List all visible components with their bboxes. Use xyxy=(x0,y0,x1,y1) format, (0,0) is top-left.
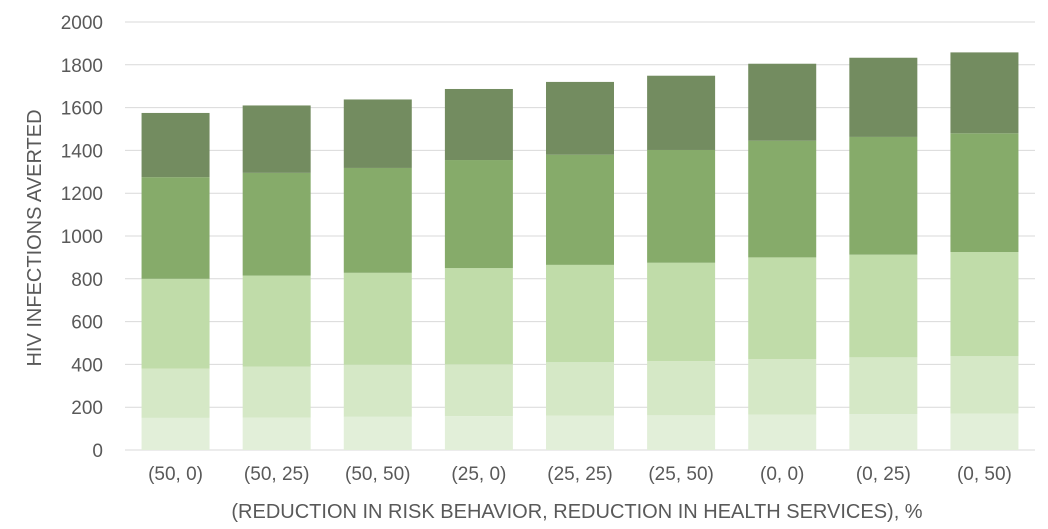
x-axis-title: (REDUCTION IN RISK BEHAVIOR, REDUCTION I… xyxy=(231,501,922,523)
bar-segment xyxy=(343,416,412,450)
bar-segment xyxy=(343,167,412,273)
bar-segment xyxy=(849,357,918,415)
x-tick-label: (0, 50) xyxy=(957,464,1012,485)
y-tick-label: 1400 xyxy=(61,141,103,162)
bar-segment xyxy=(546,362,614,416)
x-tick-label: (25, 25) xyxy=(547,464,612,485)
bar-segment xyxy=(748,257,817,360)
y-tick-label: 2000 xyxy=(61,13,103,34)
bar-segment xyxy=(748,414,817,450)
y-tick-label: 1200 xyxy=(61,184,103,205)
bar-segment xyxy=(546,154,614,265)
bars xyxy=(141,52,1019,450)
x-tick-label: (50, 0) xyxy=(148,464,203,485)
bar-segment xyxy=(950,356,1019,414)
bar-segment xyxy=(141,278,210,369)
bar-segment xyxy=(242,417,311,450)
bar-segment xyxy=(141,177,210,279)
y-tick-label: 1000 xyxy=(61,227,103,248)
x-tick-label: (0, 25) xyxy=(856,464,911,485)
bar-segment xyxy=(343,272,412,365)
y-tick-label: 1800 xyxy=(61,56,103,77)
x-tick-label: (50, 50) xyxy=(345,464,410,485)
bar-segment xyxy=(546,81,614,155)
bar-segment xyxy=(242,172,311,276)
x-tick-label: (25, 0) xyxy=(451,464,506,485)
bar-segment xyxy=(546,415,614,450)
bar-segment xyxy=(647,415,716,450)
bar-segment xyxy=(343,99,412,168)
x-tick-labels: (50, 0) (50, 25) (50, 50) (25, 0) (25, 25) (2… xyxy=(148,464,1012,485)
bar-segment xyxy=(748,140,817,258)
bar-segment xyxy=(242,105,311,173)
y-tick-label: 400 xyxy=(71,355,103,376)
bar-segment xyxy=(950,252,1019,357)
bar-segment xyxy=(444,364,513,417)
bar-segment xyxy=(849,57,918,137)
bar-segment xyxy=(647,361,716,416)
bar-segment xyxy=(242,275,311,367)
bar-segment xyxy=(647,149,716,263)
bar-segment xyxy=(950,52,1019,134)
bar-segment xyxy=(444,268,513,365)
bar-segment xyxy=(647,262,716,362)
y-axis-title: HIV INFECTIONS AVERTED xyxy=(24,109,46,366)
y-tick-label: 0 xyxy=(92,441,103,462)
bar-segment xyxy=(849,254,918,358)
bar-segment xyxy=(849,136,918,255)
bar-segment xyxy=(950,133,1019,253)
bar-segment xyxy=(444,416,513,450)
x-tick-label: (25, 50) xyxy=(648,464,713,485)
y-tick-label: 1600 xyxy=(61,99,103,120)
bar-segment xyxy=(141,417,210,450)
bar-segment xyxy=(444,160,513,269)
bar-segment xyxy=(546,264,614,363)
x-tick-label: (50, 25) xyxy=(244,464,309,485)
bar-segment xyxy=(950,413,1019,450)
y-tick-labels: 0 200 400 600 800 1000 1200 1400 1600 1800 2000 xyxy=(61,13,103,462)
bar-segment xyxy=(849,414,918,450)
bar-segment xyxy=(242,366,311,418)
y-tick-label: 800 xyxy=(71,270,103,291)
bar-segment xyxy=(748,359,817,415)
bar-segment xyxy=(141,112,210,178)
bar-segment xyxy=(444,88,513,161)
bar-segment xyxy=(343,364,412,417)
y-tick-label: 600 xyxy=(71,313,103,334)
bar-segment xyxy=(748,63,817,141)
y-tick-label: 200 xyxy=(71,398,103,419)
bar-segment xyxy=(647,75,716,150)
bar-segment xyxy=(141,368,210,418)
x-tick-label: (0, 0) xyxy=(760,464,804,485)
